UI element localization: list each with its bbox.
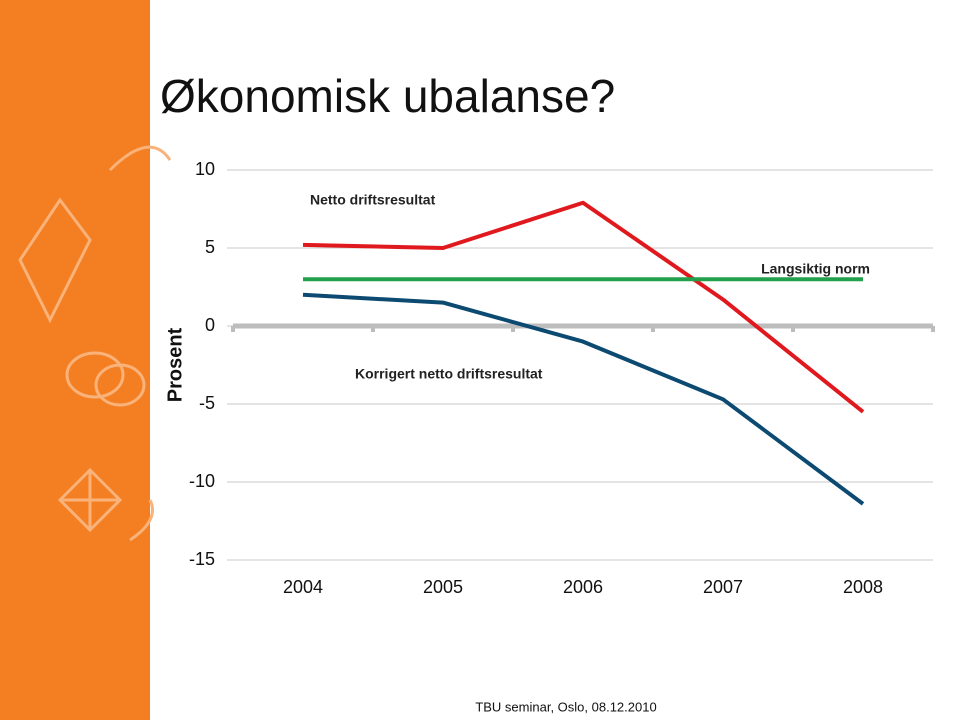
x-tick-label: 2004 xyxy=(283,577,323,597)
slide-title: Økonomisk ubalanse? xyxy=(160,70,615,122)
decoration xyxy=(18,145,172,542)
y-tick-label: -15 xyxy=(189,549,215,569)
series-line xyxy=(302,292,865,506)
series-label: Langsiktig norm xyxy=(761,261,870,277)
series-label: Netto driftsresultat xyxy=(310,192,436,208)
x-tick-label: 2006 xyxy=(563,577,603,597)
x-tick-label: 2007 xyxy=(703,577,743,597)
y-tick-label: 5 xyxy=(205,237,215,257)
x-tick-label: 2005 xyxy=(423,577,463,597)
y-tick-label: -5 xyxy=(199,393,215,413)
x-tick-label: 2008 xyxy=(843,577,883,597)
y-axis-label: Prosent xyxy=(164,327,186,402)
series-label: Korrigert netto driftsresultat xyxy=(355,366,543,382)
series-line xyxy=(302,200,865,414)
y-tick-label: -10 xyxy=(189,471,215,491)
y-tick-label: 0 xyxy=(205,315,215,335)
y-tick-label: 10 xyxy=(195,159,215,179)
footer: TBU seminar, Oslo, 08.12.2010 xyxy=(475,699,656,714)
